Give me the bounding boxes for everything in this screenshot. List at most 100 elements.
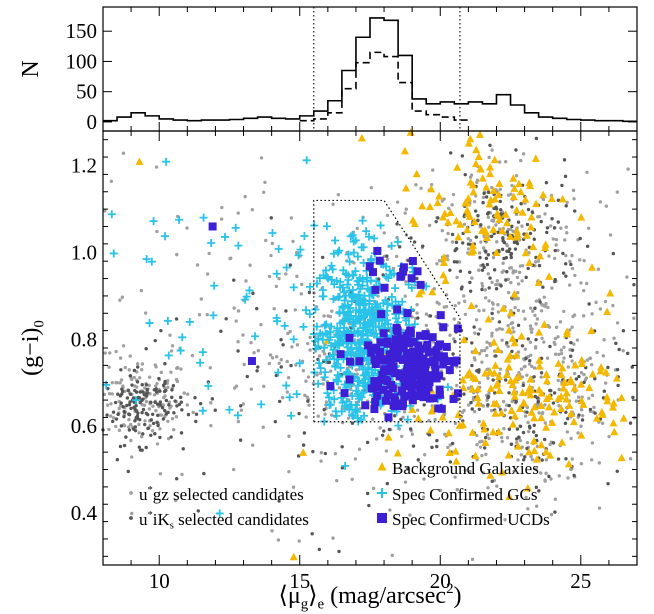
data-point	[523, 455, 527, 459]
data-point	[608, 403, 617, 411]
data-point	[160, 406, 165, 410]
data-point	[544, 458, 549, 462]
label-part: ⟨μ	[278, 583, 300, 609]
data-point	[259, 322, 263, 327]
data-point	[486, 395, 490, 400]
data-point	[308, 335, 312, 340]
data-point	[108, 351, 112, 355]
data-point	[532, 423, 536, 427]
data-point	[427, 371, 436, 380]
data-point	[505, 326, 514, 334]
data-point	[355, 357, 364, 366]
data-point	[205, 272, 210, 276]
data-point	[592, 405, 596, 410]
data-point	[111, 419, 115, 424]
data-point	[484, 256, 489, 261]
data-point	[480, 360, 484, 364]
data-point	[401, 415, 405, 419]
data-point	[507, 403, 511, 408]
data-point	[422, 403, 426, 407]
data-point	[384, 449, 389, 453]
data-point	[365, 299, 374, 308]
data-point	[484, 195, 489, 199]
data-point	[387, 292, 396, 301]
data-point	[399, 417, 403, 422]
data-point	[174, 498, 178, 503]
data-point	[413, 267, 422, 276]
data-point	[542, 447, 551, 456]
data-point	[428, 287, 437, 296]
data-point	[415, 302, 419, 307]
data-point	[354, 327, 363, 336]
data-point	[480, 439, 484, 444]
data-point	[364, 341, 373, 350]
label-part: u	[139, 485, 148, 504]
data-point	[147, 257, 156, 266]
data-point	[153, 400, 157, 404]
data-point	[534, 433, 539, 438]
data-point	[560, 183, 564, 188]
data-point	[119, 378, 124, 382]
data-point	[452, 337, 456, 341]
data-point	[537, 214, 542, 219]
data-point	[547, 254, 551, 258]
data-point	[148, 423, 152, 428]
data-point	[161, 403, 166, 407]
data-point	[602, 338, 606, 342]
data-point	[482, 348, 487, 353]
data-point	[242, 292, 251, 301]
data-point	[107, 210, 116, 219]
data-point	[491, 378, 495, 382]
data-point	[411, 444, 416, 448]
data-point	[529, 353, 533, 357]
data-point	[367, 306, 376, 315]
data-point	[163, 316, 172, 325]
data-point	[323, 412, 327, 416]
data-point	[513, 305, 517, 310]
data-point	[154, 408, 158, 413]
data-point	[452, 356, 461, 365]
scatter-xtick-label: 10	[149, 569, 170, 593]
data-point	[348, 293, 357, 302]
data-point	[482, 233, 491, 241]
data-point	[567, 409, 576, 417]
data-point	[486, 215, 491, 219]
data-point	[322, 407, 326, 412]
data-point	[315, 373, 319, 377]
data-point	[546, 451, 555, 459]
data-point	[354, 276, 363, 285]
data-point	[626, 167, 630, 171]
data-point	[145, 394, 149, 398]
data-point	[520, 279, 524, 283]
data-point	[332, 377, 341, 386]
data-point	[242, 362, 246, 367]
data-point	[495, 328, 499, 332]
data-point	[570, 253, 574, 258]
data-point	[540, 336, 544, 340]
data-point	[410, 432, 415, 436]
data-point	[361, 401, 370, 410]
data-point	[415, 408, 420, 412]
data-point	[475, 433, 479, 438]
data-point	[588, 263, 597, 271]
data-point	[564, 262, 568, 266]
data-point	[507, 427, 512, 431]
data-point	[566, 365, 570, 369]
data-point	[336, 337, 345, 346]
data-point	[292, 390, 301, 399]
data-point	[566, 476, 570, 480]
data-point	[487, 155, 491, 160]
data-point	[135, 380, 140, 384]
data-point	[389, 401, 398, 410]
histogram-ytick-label: 100	[66, 49, 98, 73]
data-point	[610, 427, 619, 436]
data-point	[337, 386, 342, 390]
data-point	[143, 419, 147, 423]
data-point	[114, 417, 119, 421]
data-point	[554, 243, 558, 247]
data-point	[482, 183, 491, 191]
data-point	[529, 436, 538, 445]
data-point	[353, 294, 362, 303]
data-point	[571, 361, 580, 369]
data-point	[119, 401, 123, 405]
